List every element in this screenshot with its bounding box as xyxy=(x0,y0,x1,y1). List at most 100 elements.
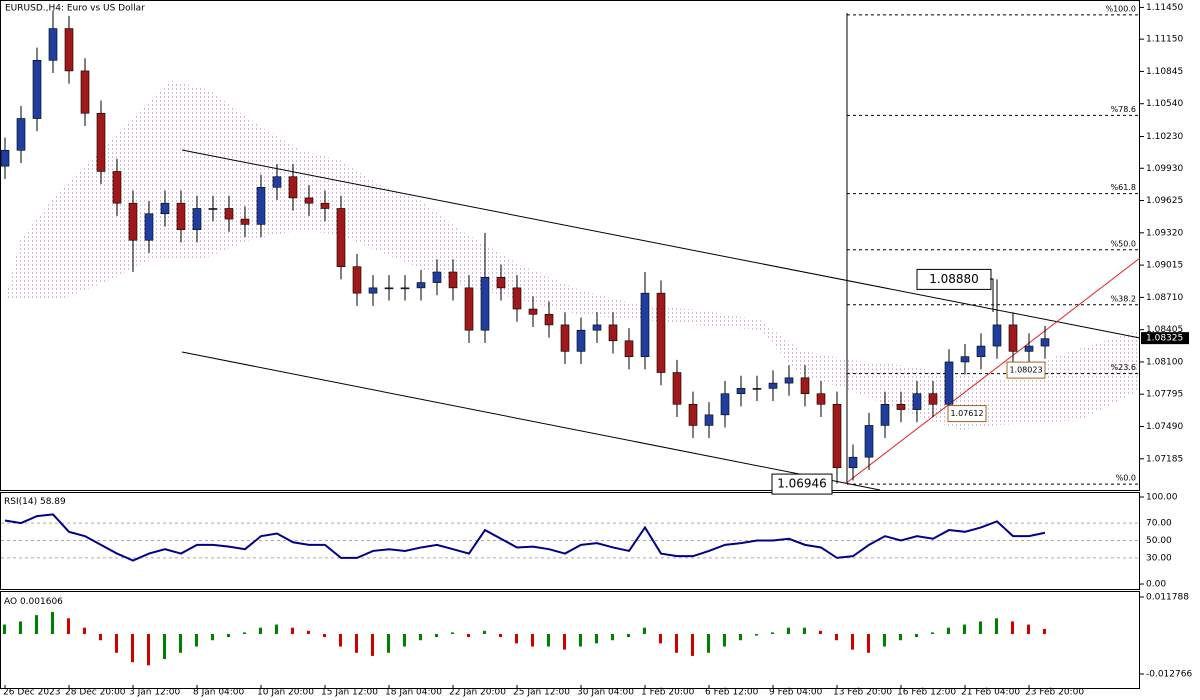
y-tick-label: 1.07795 xyxy=(1146,390,1183,400)
fib-label: %23.6 xyxy=(1111,363,1136,372)
candle-body xyxy=(464,287,474,331)
candle-body xyxy=(576,329,586,352)
price-panel xyxy=(0,0,1140,491)
y-tick-label: 1.09015 xyxy=(1146,261,1183,271)
ao-bar xyxy=(483,630,486,634)
candle-body xyxy=(448,271,458,289)
candle-body xyxy=(384,287,394,290)
candle-body xyxy=(704,414,714,426)
candle-body xyxy=(304,197,314,204)
y-tick-label: 1.10845 xyxy=(1146,67,1183,77)
y-tick-label: 0.00 xyxy=(1146,580,1166,590)
candle-body xyxy=(1024,345,1034,352)
ao-bar xyxy=(611,633,614,641)
ao-bar xyxy=(947,627,950,634)
x-tick-label: 21 Feb 04:00 xyxy=(961,688,1020,698)
price-annotation: 1.06946 xyxy=(777,477,827,491)
ao-bar xyxy=(307,630,310,634)
candle-body xyxy=(800,377,810,394)
indicator-label: AO 0.001606 xyxy=(4,597,63,607)
x-tick-label: 16 Feb 12:00 xyxy=(897,688,956,698)
candle-body xyxy=(208,208,218,210)
ao-bar xyxy=(899,633,902,641)
ao-bar xyxy=(435,633,438,638)
candle-body xyxy=(784,377,794,384)
candle-body xyxy=(400,287,410,290)
ao-bar xyxy=(755,633,758,636)
candle-body xyxy=(16,118,26,151)
indicator-name: AO xyxy=(4,597,17,607)
indicator-name: RSI(14) xyxy=(4,497,37,507)
y-tick-label: 1.09320 xyxy=(1146,228,1183,238)
ao-bar xyxy=(35,615,38,634)
candle-body xyxy=(768,382,778,389)
fib-label: %38.2 xyxy=(1111,294,1136,303)
price-annotation: 1.08880 xyxy=(929,272,979,286)
candle-body xyxy=(160,202,170,215)
x-tick-label: 3 Jan 12:00 xyxy=(129,688,181,698)
y-tick-label: 1.07185 xyxy=(1146,454,1183,464)
ao-bar xyxy=(179,633,182,653)
candle-body xyxy=(992,324,1002,347)
ao-bar xyxy=(115,633,118,653)
ao-bar xyxy=(211,633,214,641)
candle-body xyxy=(512,287,522,310)
ao-bar xyxy=(131,633,134,663)
candle-body xyxy=(288,176,298,199)
annotation-leader xyxy=(990,278,994,312)
ao-bar xyxy=(707,633,710,653)
ao-bar xyxy=(83,627,86,634)
candle-body xyxy=(48,28,58,61)
candle-body xyxy=(480,276,490,331)
candle-body xyxy=(896,403,906,410)
ao-bar xyxy=(163,633,166,660)
candle-body xyxy=(608,324,618,342)
candle-body xyxy=(832,403,842,469)
price-annotation-box xyxy=(771,473,833,495)
ao-bar xyxy=(547,633,550,647)
ao-bar xyxy=(691,633,694,656)
ao-bar xyxy=(403,633,406,647)
ao-bar xyxy=(67,618,70,634)
candle-body xyxy=(64,28,74,72)
candle-body xyxy=(192,208,202,230)
rsi-panel xyxy=(0,492,1140,590)
x-tick-label: 8 Jan 04:00 xyxy=(193,688,245,698)
ao-bar xyxy=(931,632,934,634)
candle-body xyxy=(592,324,602,331)
candle-body xyxy=(112,171,122,204)
candle-body xyxy=(720,393,730,416)
x-tick-label: 6 Feb 12:00 xyxy=(705,688,759,698)
ao-bar xyxy=(387,633,390,653)
ao-bar xyxy=(595,633,598,644)
candle-body xyxy=(688,403,698,426)
x-tick-label: 9 Feb 04:00 xyxy=(769,688,823,698)
ao-bar xyxy=(147,633,150,666)
y-tick-label: 1.10540 xyxy=(1146,99,1183,109)
candle-body xyxy=(496,276,506,289)
y-tick-label: 1.11450 xyxy=(1146,3,1183,13)
candle-body xyxy=(176,202,186,230)
candle-body xyxy=(960,356,970,363)
ao-bar xyxy=(867,633,870,653)
candle-body xyxy=(912,393,922,410)
ao-bar xyxy=(659,633,662,644)
candle-body xyxy=(1008,324,1018,352)
ao-bar xyxy=(1027,624,1030,634)
candle-body xyxy=(32,60,42,119)
last-price-label: 1.08325 xyxy=(1146,334,1183,344)
ao-bar xyxy=(579,633,582,647)
price-annotation: 1.08023 xyxy=(1009,366,1042,375)
ao-bar xyxy=(515,633,518,644)
ao-bar xyxy=(787,627,790,634)
x-tick-label: 10 Jan 20:00 xyxy=(257,688,314,698)
x-tick-label: 25 Jan 12:00 xyxy=(513,688,570,698)
candle-body xyxy=(320,202,330,209)
candle-body xyxy=(640,292,650,357)
ao-bar xyxy=(675,633,678,653)
x-tick-label: 30 Jan 04:00 xyxy=(577,688,634,698)
ao-bar xyxy=(339,633,342,647)
x-tick-label: 1 Feb 20:00 xyxy=(641,688,695,698)
x-tick-label: 18 Jan 04:00 xyxy=(385,688,442,698)
